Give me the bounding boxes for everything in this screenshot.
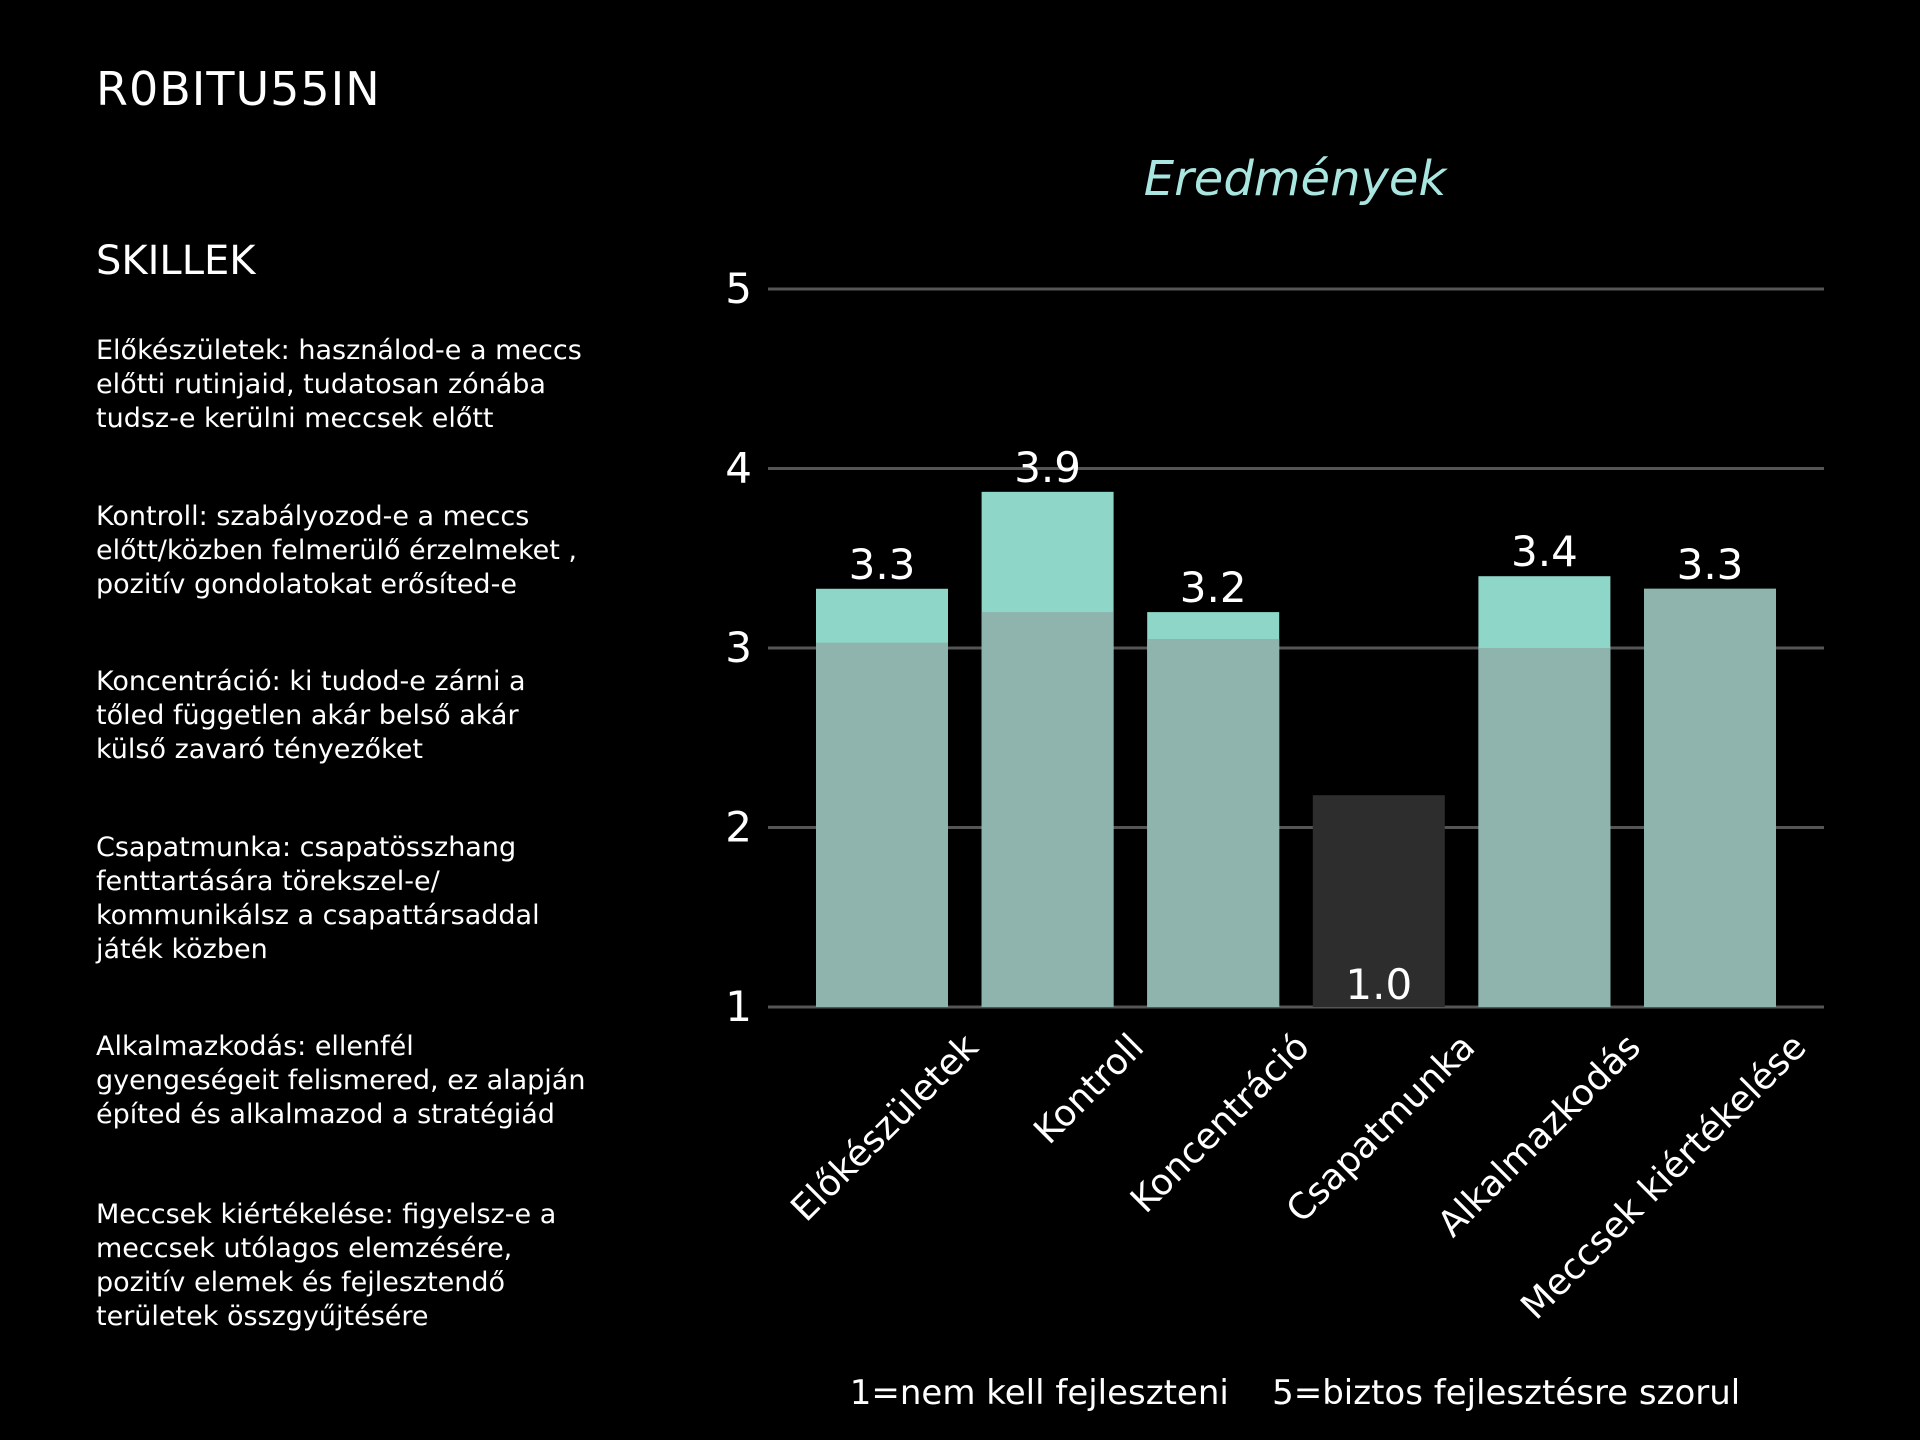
- chart-footnote: 1=nem kell fejleszteni 5=biztos fejleszt…: [850, 1373, 1741, 1413]
- skill-item-meccsek-kiertekelese: Meccsek kiértékelése: figyelsz-e a meccs…: [96, 1199, 557, 1332]
- y-tick-label-3: 3: [725, 623, 752, 672]
- skill-item-alkalmazkodas: Alkalmazkodás: ellenfél gyengeségeit fel…: [96, 1031, 586, 1130]
- skill-item-elokeszuletek: Előkészületek: használod-e a meccs előtt…: [96, 335, 582, 434]
- overlay-bar-1: [981, 612, 1114, 1007]
- y-tick-label-1: 1: [725, 982, 752, 1031]
- x-tick-label-0: Előkészületek: [783, 1026, 986, 1229]
- value-label-2: 3.2: [1180, 563, 1247, 612]
- skills-heading: SKILLEK: [96, 238, 256, 284]
- skill-item-koncentracio: Koncentráció: ki tudod-e zárni a tőled f…: [96, 666, 526, 765]
- value-label-3: 1.0: [1345, 960, 1412, 1009]
- value-label-0: 3.3: [849, 540, 916, 589]
- skill-item-kontroll: Kontroll: szabályozod-e a meccs előtt/kö…: [96, 501, 578, 600]
- chart-title: Eredmények: [1144, 151, 1449, 207]
- y-tick-label-2: 2: [725, 803, 752, 852]
- overlay-bar-4: [1478, 648, 1611, 1007]
- x-tick-label-1: Kontroll: [1026, 1026, 1152, 1152]
- x-tick-label-5: Meccsek kiértékelése: [1513, 1026, 1814, 1327]
- value-label-5: 3.3: [1677, 540, 1744, 589]
- y-tick-label-5: 5: [725, 264, 752, 313]
- value-label-1: 3.9: [1014, 443, 1081, 492]
- overlay-bar-0: [816, 642, 948, 1007]
- player-name: R0BITU55IN: [96, 62, 381, 116]
- overlay-bar-5: [1644, 588, 1776, 1007]
- overlay-bar-2: [1147, 639, 1280, 1007]
- y-tick-label-4: 4: [725, 444, 752, 493]
- skill-item-csapatmunka: Csapatmunka: csapatösszhang fenttartásár…: [96, 832, 540, 965]
- value-label-4: 3.4: [1511, 527, 1578, 576]
- overlay-bar-3: [1312, 795, 1445, 1007]
